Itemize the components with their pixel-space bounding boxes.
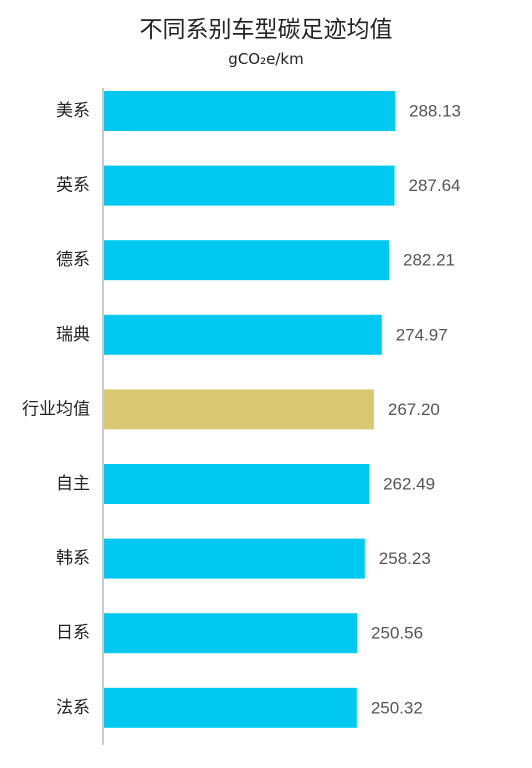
bar-group: 美系 288.13 英系 287.64 德系 282.21 瑞典 274.97 行业均值 267.… — [22, 91, 461, 728]
category-label: 自主 — [56, 474, 90, 494]
value-label: 282.21 — [403, 251, 455, 270]
category-label: 日系 — [56, 623, 90, 643]
bar-5 — [104, 464, 370, 504]
category-label: 德系 — [56, 250, 90, 270]
category-label: 英系 — [56, 176, 90, 196]
bar-1 — [104, 165, 395, 206]
category-label: 法系 — [56, 698, 90, 718]
value-label: 250.56 — [371, 624, 423, 643]
bar-2 — [104, 240, 390, 281]
category-label: 美系 — [56, 101, 90, 121]
bar-4 — [104, 389, 374, 430]
bar-6 — [104, 538, 365, 579]
value-label: 287.64 — [409, 176, 461, 195]
bar-3 — [104, 314, 382, 355]
chart-subtitle: gCO₂e/km — [228, 50, 304, 68]
value-label: 262.49 — [383, 475, 435, 494]
bar-7 — [104, 613, 358, 654]
bar-0 — [104, 91, 395, 131]
value-label: 267.20 — [388, 400, 440, 419]
category-label: 韩系 — [56, 549, 90, 569]
value-label: 288.13 — [409, 102, 461, 121]
category-label: 瑞典 — [56, 325, 90, 345]
value-label: 274.97 — [396, 325, 448, 344]
category-label: 行业均值 — [22, 399, 90, 419]
bar-8 — [104, 687, 357, 728]
value-label: 258.23 — [379, 549, 431, 568]
value-label: 250.32 — [371, 698, 423, 717]
chart-title: 不同系别车型碳足迹均值 — [139, 17, 393, 43]
